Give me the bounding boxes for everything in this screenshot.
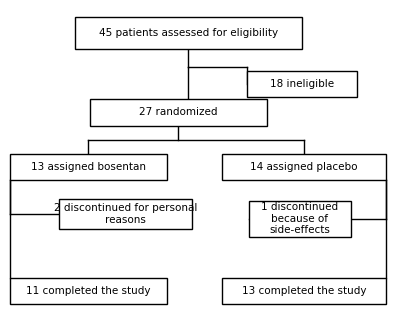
Text: 14 assigned placebo: 14 assigned placebo [250,162,358,172]
FancyBboxPatch shape [59,199,192,229]
FancyBboxPatch shape [10,277,167,304]
Text: 45 patients assessed for eligibility: 45 patients assessed for eligibility [99,28,278,38]
Text: 1 discontinued
because of
side-effects: 1 discontinued because of side-effects [261,202,338,236]
FancyBboxPatch shape [247,71,357,97]
FancyBboxPatch shape [74,17,302,49]
Text: 13 assigned bosentan: 13 assigned bosentan [31,162,146,172]
Text: 18 ineligible: 18 ineligible [270,79,334,89]
Text: 27 randomized: 27 randomized [139,107,218,117]
Text: 13 completed the study: 13 completed the study [242,286,366,296]
Text: 11 completed the study: 11 completed the study [26,286,150,296]
FancyBboxPatch shape [249,201,351,237]
Text: 2 discontinued for personal
reasons: 2 discontinued for personal reasons [54,203,197,225]
FancyBboxPatch shape [10,154,167,180]
FancyBboxPatch shape [90,99,267,125]
FancyBboxPatch shape [222,154,386,180]
FancyBboxPatch shape [222,277,386,304]
